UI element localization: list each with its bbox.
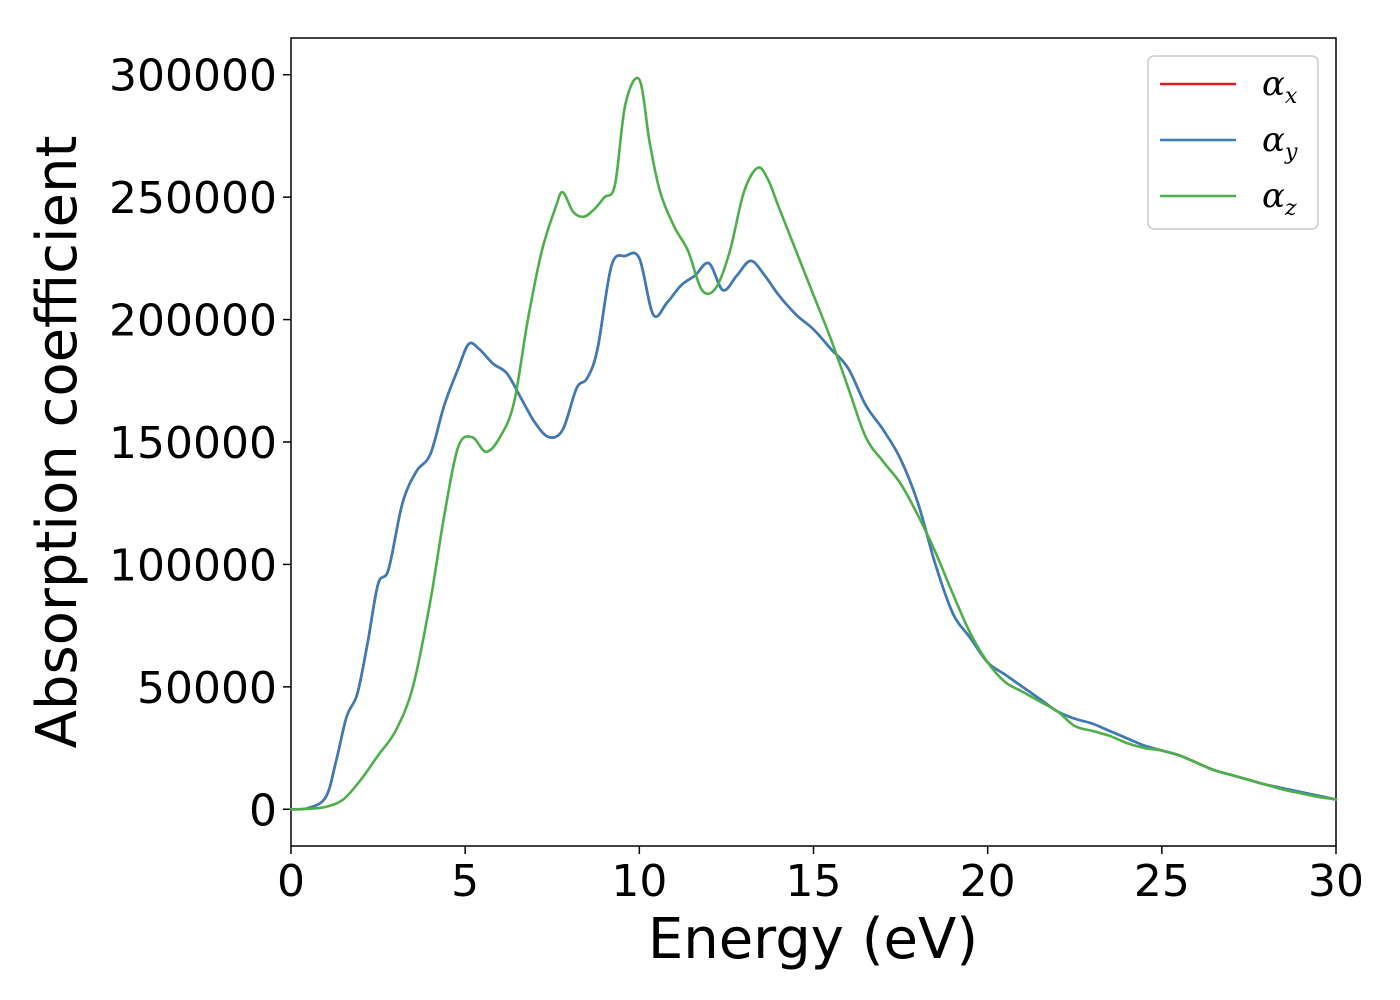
x-tick-label: 15 [786,856,842,907]
legend-box [1147,55,1319,230]
legend-label-alpha-z: αz [1262,176,1297,221]
y-tick-label: 300000 [109,51,277,102]
y-tick-label: 100000 [109,540,277,591]
y-tick-label: 150000 [109,418,277,469]
x-tick-label: 30 [1308,856,1364,907]
y-axis-title: Absorption coefficient [25,136,90,749]
series-line-alpha-z [289,76,1338,811]
x-tick-label: 0 [277,856,305,907]
x-tick-label: 5 [451,856,479,907]
x-axis-title: Energy (eV) [648,907,978,972]
series-line-alpha-x [289,251,1338,811]
y-tick-label: 50000 [137,663,277,714]
x-tick-label: 10 [611,856,667,907]
series-line-alpha-y [289,251,1338,811]
y-tick-label: 250000 [109,173,277,224]
x-tick-label: 20 [960,856,1016,907]
series-lines [289,76,1338,811]
legend-items: αx αy αz [1160,64,1298,221]
x-tick-label: 25 [1134,856,1190,907]
legend: αx αy αz [1147,55,1319,230]
y-tick-label: 200000 [109,296,277,347]
legend-label-alpha-y: αy [1262,120,1298,165]
y-axis: 0 50000 100000 150000 200000 250000 300000 [109,51,291,836]
legend-label-alpha-x: αx [1262,64,1298,109]
x-axis: 0 5 10 15 20 25 30 [277,846,1364,907]
y-tick-label: 0 [249,785,277,836]
